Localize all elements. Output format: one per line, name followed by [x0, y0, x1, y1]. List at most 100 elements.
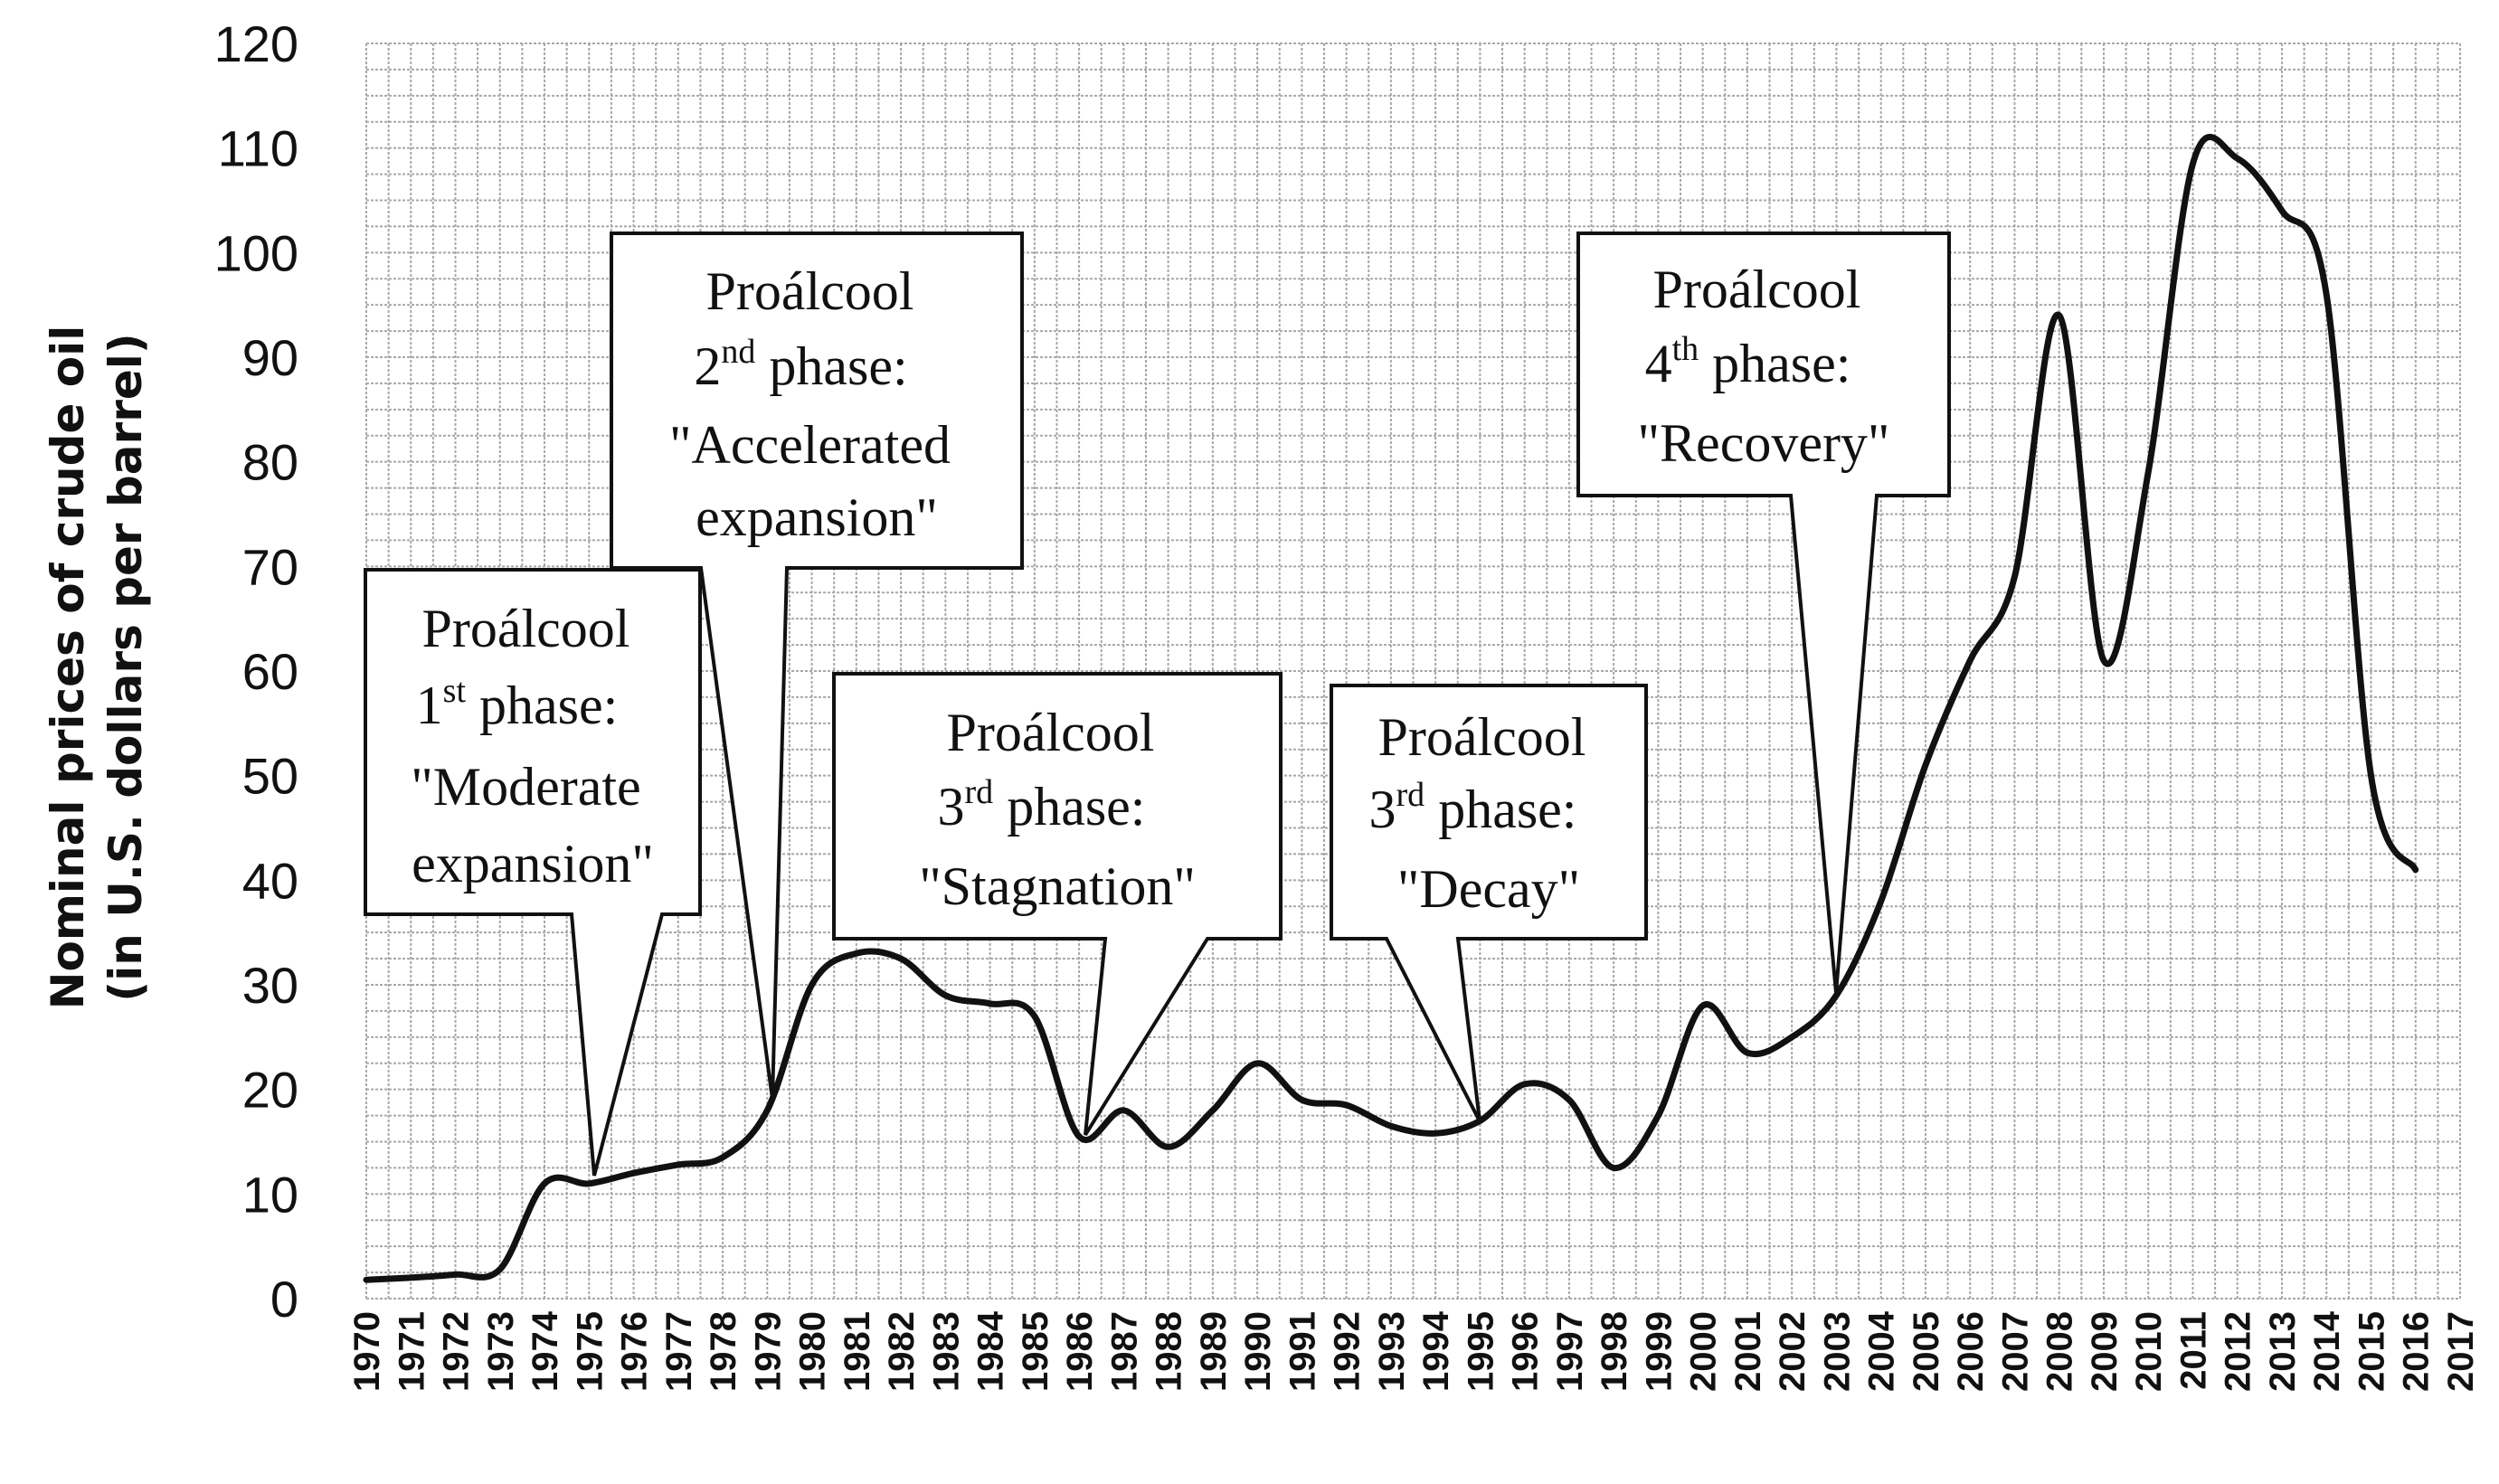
- x-tick-label: 1970: [347, 1311, 387, 1392]
- x-tick-label: 1999: [1639, 1311, 1679, 1392]
- x-tick-label: 1992: [1328, 1311, 1368, 1392]
- svg-text:Proálcool 3rd phase:: Proálcool 3rd phase: "Decay": [1369, 707, 1600, 919]
- x-tick-label: 2006: [1951, 1311, 1991, 1392]
- y-tick-label: 0: [270, 1271, 298, 1328]
- annotation-phase-3a-line-3: "Stagnation": [919, 856, 1196, 916]
- annotation-phase-2-line-3: "Accelerated: [669, 415, 951, 475]
- x-tick-label: 2007: [1995, 1311, 2035, 1392]
- y-tick-label: 100: [214, 224, 298, 281]
- x-tick-label: 1991: [1283, 1311, 1322, 1392]
- y-tick-label: 120: [214, 15, 298, 72]
- x-tick-label: 1994: [1416, 1310, 1456, 1392]
- x-tick-label: 1973: [481, 1311, 521, 1392]
- y-tick-label: 10: [242, 1166, 298, 1223]
- x-tick-label: 1995: [1461, 1311, 1500, 1392]
- annotation-phase-2-phase: phase:: [755, 336, 907, 396]
- x-tick-label: 1983: [926, 1311, 966, 1392]
- annotation-phase-4-line-3: "Recovery": [1638, 413, 1890, 473]
- annotation-phase-2-line-4: expansion": [696, 487, 938, 547]
- annotation-phase-3a: Proálcool 3rd phase: "Stagnation": [832, 672, 1283, 1137]
- x-tick-label: 1998: [1595, 1311, 1634, 1392]
- y-tick-label: 70: [242, 538, 298, 595]
- annotation-phase-3b-title: Proálcool: [1378, 707, 1586, 767]
- y-axis-ticks: 0 10 20 30 40 50 60 70 80 90 100 110 120: [214, 15, 298, 1328]
- annotation-phase-4-num: 4: [1645, 334, 1672, 393]
- series-layer: [363, 134, 2419, 1283]
- annotation-phase-1-ord: st: [443, 672, 467, 710]
- y-tick-label: 80: [242, 434, 298, 491]
- annotation-phase-1-title: Proálcool: [422, 599, 630, 658]
- svg-text:Proálcool 2nd phase:: Proálcool 2nd phase: "Accelerated expans…: [669, 261, 964, 547]
- x-tick-label: 2017: [2441, 1311, 2481, 1392]
- annotation-phase-3b-phase: phase:: [1425, 780, 1576, 839]
- x-tick-label: 1976: [615, 1311, 655, 1392]
- annotation-phase-3b-ord: rd: [1396, 776, 1425, 814]
- annotation-phase-4-phase: phase:: [1699, 334, 1851, 393]
- x-tick-label: 1984: [971, 1310, 1011, 1392]
- x-tick-label: 1990: [1238, 1311, 1278, 1392]
- y-tick-label: 50: [242, 748, 298, 805]
- x-tick-label: 1974: [525, 1310, 565, 1392]
- x-tick-label: 1980: [793, 1311, 833, 1392]
- annotation-phase-1-line-4: expansion": [412, 834, 654, 893]
- x-tick-label: 1977: [659, 1311, 699, 1392]
- annotation-phase-2-ord: nd: [721, 333, 755, 371]
- x-tick-label: 2005: [1907, 1311, 1946, 1392]
- x-tick-label: 2004: [1862, 1310, 1902, 1392]
- x-tick-label: 2014: [2307, 1310, 2347, 1392]
- x-tick-label: 1986: [1060, 1311, 1100, 1392]
- annotation-phase-1-phase: phase:: [466, 676, 618, 735]
- svg-text:Proálcool 3rd phase:: Proálcool 3rd phase: "Stagnation": [919, 703, 1196, 916]
- x-tick-label: 1996: [1506, 1311, 1546, 1392]
- x-tick-label: 2001: [1728, 1311, 1768, 1392]
- x-tick-label: 1975: [570, 1311, 610, 1392]
- x-tick-label: 2002: [1773, 1311, 1813, 1392]
- x-axis-ticks: 1970 1971 1972 1973 1974 1975 1976 1977 1978 1979…: [347, 1310, 2481, 1392]
- x-tick-label: 1979: [748, 1311, 788, 1392]
- annotation-phase-1-line-3: "Moderate: [411, 757, 640, 817]
- annotation-phase-3a-title: Proálcool: [947, 703, 1155, 762]
- annotation-phase-3b: Proálcool 3rd phase: "Decay": [1330, 684, 1648, 1122]
- y-axis-label-line-2: (in U.S. dollars per barrel): [99, 333, 152, 1002]
- series-line: [363, 134, 2419, 1283]
- y-tick-label: 20: [242, 1062, 298, 1119]
- svg-text:Proálcool 1st phase:: Proálcool 1st phase: "Moderate expansion…: [411, 599, 654, 893]
- y-tick-label: 90: [242, 329, 298, 386]
- x-tick-label: 1972: [437, 1311, 477, 1392]
- annotation-phase-2-callout: [610, 232, 1024, 1100]
- x-tick-label: 2008: [2040, 1311, 2080, 1392]
- annotation-phase-3a-num: 3: [938, 777, 965, 837]
- x-tick-label: 1993: [1372, 1311, 1412, 1392]
- annotation-phase-2-title: Proálcool: [706, 261, 914, 321]
- annotation-phase-2: Proálcool 2nd phase: "Accelerated expans…: [610, 232, 1024, 1100]
- annotation-phase-4: Proálcool 4th phase: "Recovery": [1576, 232, 1951, 994]
- x-tick-label: 2009: [2085, 1311, 2125, 1392]
- annotation-phase-4-title: Proálcool: [1653, 260, 1861, 319]
- annotation-phase-2-num: 2: [694, 336, 721, 396]
- x-tick-label: 2000: [1684, 1311, 1724, 1392]
- x-tick-label: 2016: [2397, 1311, 2437, 1392]
- annotation-phase-4-ord: th: [1672, 330, 1699, 368]
- x-tick-label: 2011: [2173, 1311, 2213, 1390]
- annotation-phase-4-callout: [1576, 232, 1951, 994]
- annotation-phase-1-num: 1: [416, 676, 443, 735]
- annotation-phase-3a-ord: rd: [965, 773, 994, 811]
- x-tick-label: 1989: [1194, 1311, 1234, 1392]
- y-tick-label: 40: [242, 852, 298, 909]
- annotation-phase-3a-callout: [832, 672, 1283, 1137]
- x-tick-label: 2003: [1817, 1311, 1857, 1392]
- x-tick-label: 1997: [1550, 1311, 1590, 1392]
- x-tick-label: 1988: [1150, 1311, 1189, 1392]
- annotation-phase-3a-phase: phase:: [993, 777, 1145, 837]
- svg-text:Proálcool 4th phase:: Proálcool 4th phase: "Recovery": [1638, 260, 1890, 473]
- x-tick-label: 2015: [2352, 1311, 2391, 1392]
- y-tick-label: 30: [242, 957, 298, 1014]
- x-tick-label: 1982: [882, 1311, 922, 1392]
- annotation-phase-3b-callout: [1330, 684, 1648, 1122]
- y-axis-label-line-1: Nominal prices of crude oil: [42, 326, 94, 1010]
- x-tick-label: 1987: [1104, 1311, 1144, 1392]
- annotation-phase-3b-num: 3: [1369, 780, 1396, 839]
- annotation-phase-3b-line-3: "Decay": [1397, 859, 1580, 919]
- y-axis-label: Nominal prices of crude oil (in U.S. dol…: [42, 326, 152, 1010]
